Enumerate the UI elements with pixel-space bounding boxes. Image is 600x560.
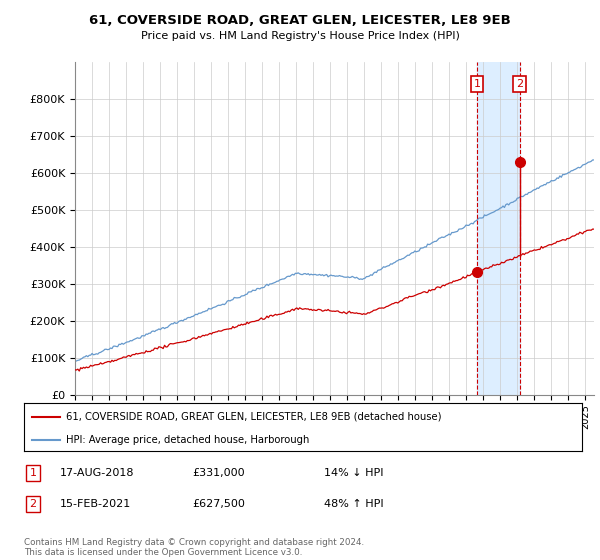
Text: £331,000: £331,000 — [192, 468, 245, 478]
Text: 61, COVERSIDE ROAD, GREAT GLEN, LEICESTER, LE8 9EB: 61, COVERSIDE ROAD, GREAT GLEN, LEICESTE… — [89, 14, 511, 27]
Text: £627,500: £627,500 — [192, 499, 245, 509]
Text: 1: 1 — [29, 468, 37, 478]
Bar — [477, 62, 520, 395]
Text: 15-FEB-2021: 15-FEB-2021 — [60, 499, 131, 509]
Text: HPI: Average price, detached house, Harborough: HPI: Average price, detached house, Harb… — [66, 435, 309, 445]
Text: Price paid vs. HM Land Registry's House Price Index (HPI): Price paid vs. HM Land Registry's House … — [140, 31, 460, 41]
Text: 1: 1 — [473, 79, 481, 89]
Text: 14% ↓ HPI: 14% ↓ HPI — [324, 468, 383, 478]
Text: 48% ↑ HPI: 48% ↑ HPI — [324, 499, 383, 509]
Text: Contains HM Land Registry data © Crown copyright and database right 2024.
This d: Contains HM Land Registry data © Crown c… — [24, 538, 364, 557]
Text: 2: 2 — [29, 499, 37, 509]
Text: 17-AUG-2018: 17-AUG-2018 — [60, 468, 134, 478]
Text: 2: 2 — [516, 79, 523, 89]
Text: 61, COVERSIDE ROAD, GREAT GLEN, LEICESTER, LE8 9EB (detached house): 61, COVERSIDE ROAD, GREAT GLEN, LEICESTE… — [66, 412, 442, 422]
